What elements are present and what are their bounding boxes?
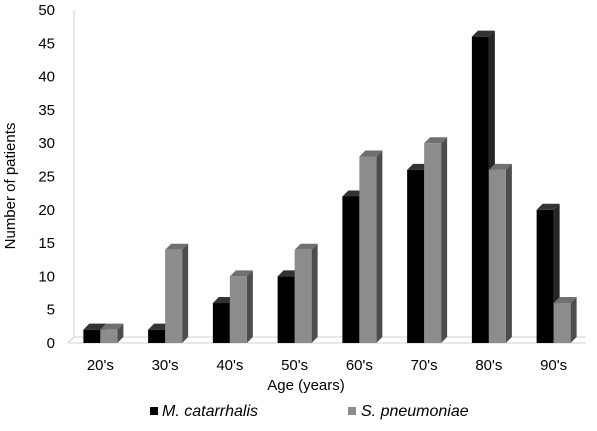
bar-top-face [536, 203, 560, 210]
bar-side-face [117, 323, 124, 343]
y-tick-label: 35 [38, 102, 55, 119]
bar-side-face [376, 150, 383, 343]
bar-front-face [359, 156, 377, 343]
bar-s-pneumoniae [100, 323, 124, 343]
bar-front-face [165, 249, 183, 343]
bar-s-pneumoniae [294, 243, 318, 343]
y-tick-label: 25 [38, 169, 55, 186]
y-axis-ticks: 0 5 10 15 20 25 30 35 40 45 50 [38, 2, 55, 352]
legend-label: M. catarrhalis [162, 403, 258, 420]
x-tick-label: 80's [475, 357, 502, 374]
bar-front-face [294, 249, 312, 343]
x-tick-label: 20's [87, 357, 114, 374]
x-tick-label: 60's [346, 357, 373, 374]
y-tick-label: 45 [38, 35, 55, 52]
legend-swatch [348, 407, 356, 415]
bar-front-face [148, 329, 166, 343]
y-tick-label: 40 [38, 69, 55, 86]
bar-top-face [83, 323, 107, 330]
bar-front-face [424, 143, 442, 343]
y-tick-label: 5 [47, 302, 55, 319]
bar-top-face [294, 243, 318, 250]
bar-front-face [100, 329, 118, 343]
legend: M. catarrhalis S. pneumoniae [150, 403, 469, 420]
bar-top-face [100, 323, 124, 330]
bar-top-face [359, 150, 383, 157]
back-wall-edge [67, 10, 75, 344]
bar-front-face [536, 209, 554, 343]
bar-side-face [246, 270, 253, 343]
x-tick-label: 30's [152, 357, 179, 374]
x-axis-ticks: 20's 30's 40's 50's 60's 70's 80's 90's [87, 357, 567, 374]
x-tick-label: 50's [281, 357, 308, 374]
x-tick-label: 90's [540, 357, 567, 374]
bar-side-face [570, 297, 577, 343]
bar-front-face [488, 169, 506, 343]
bar-top-face [488, 163, 512, 170]
y-tick-label: 15 [38, 235, 55, 252]
bar-top-face [165, 243, 189, 250]
bar-front-face [212, 303, 230, 343]
y-tick-label: 10 [38, 268, 55, 285]
bar-front-face [83, 329, 101, 343]
bar-s-pneumoniae [424, 137, 448, 343]
bar-top-face [553, 297, 577, 304]
bar-front-face [553, 303, 571, 343]
y-tick-label: 30 [38, 135, 55, 152]
bar-top-face [229, 270, 253, 277]
bar-side-face [311, 243, 318, 343]
x-tick-label: 40's [216, 357, 243, 374]
legend-label: S. pneumoniae [361, 403, 469, 420]
bar-side-face [182, 243, 189, 343]
y-axis-label: Number of patients [2, 123, 19, 250]
bars [83, 30, 577, 343]
x-tick-label: 70's [411, 357, 438, 374]
bar-front-face [229, 276, 247, 343]
bar-s-pneumoniae [229, 270, 253, 343]
bar-s-pneumoniae [553, 297, 577, 343]
bar-front-face [407, 169, 425, 343]
bar-top-face [424, 137, 448, 144]
bar-s-pneumoniae [488, 163, 512, 343]
bar-side-face [441, 137, 448, 343]
y-tick-label: 20 [38, 202, 55, 219]
x-axis-label: Age (years) [267, 377, 345, 394]
bar-front-face [342, 196, 360, 343]
bar-top-face [471, 30, 495, 37]
bar-s-pneumoniae [359, 150, 383, 343]
bar-front-face [471, 36, 489, 343]
y-tick-label: 50 [38, 2, 55, 19]
bar-side-face [505, 163, 512, 343]
legend-swatch [150, 407, 158, 415]
y-tick-label: 0 [47, 335, 55, 352]
bar-front-face [277, 276, 295, 343]
bar-s-pneumoniae [165, 243, 189, 343]
